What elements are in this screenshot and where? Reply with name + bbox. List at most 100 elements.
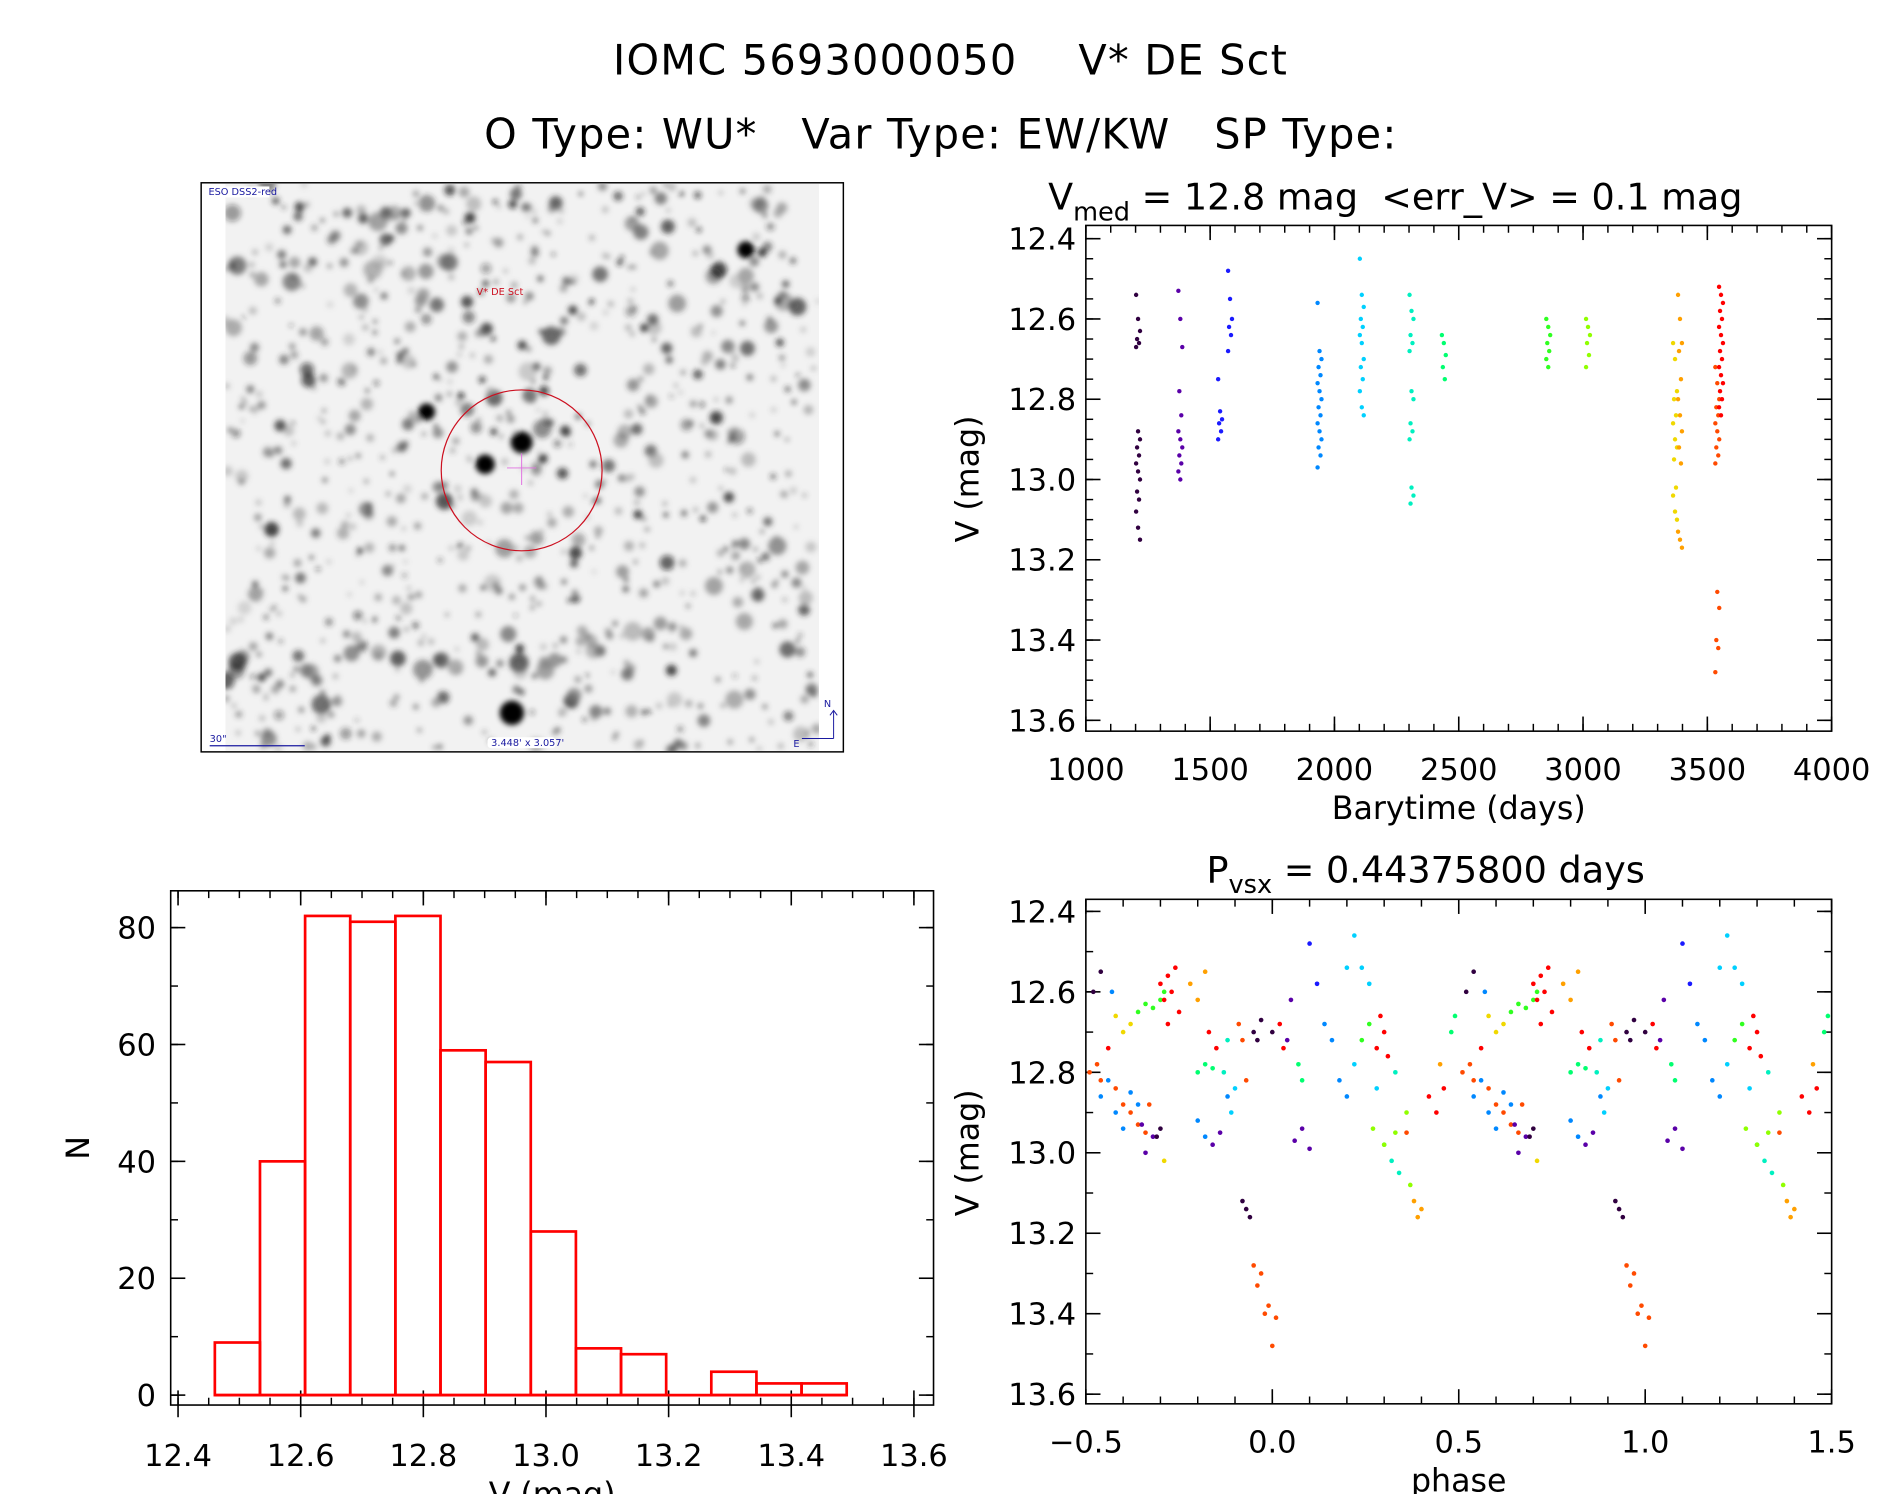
phase-data-point xyxy=(1128,1110,1133,1115)
sky-blob xyxy=(768,719,774,725)
phase-data-point xyxy=(1281,1045,1286,1051)
period-value: = 0.44375800 days xyxy=(1272,848,1645,891)
sky-blob xyxy=(641,192,645,196)
sky-blob xyxy=(774,292,793,311)
phase-data-point xyxy=(1724,933,1730,938)
phase-data-point xyxy=(1143,1001,1148,1007)
phase-data-point xyxy=(1161,989,1167,995)
histogram-bar xyxy=(800,1382,849,1397)
sky-blob xyxy=(735,612,753,630)
phase-data-point xyxy=(1765,1130,1771,1135)
lc-x-tick-label: 3000 xyxy=(1544,753,1622,788)
sky-blob xyxy=(794,646,806,658)
phase-data-point xyxy=(1613,1037,1618,1043)
sky-blob xyxy=(695,743,701,749)
sky-blob xyxy=(273,710,285,721)
sky-blob xyxy=(508,199,518,209)
sky-blob xyxy=(640,323,649,333)
sky-blob xyxy=(778,354,785,361)
sky-blob xyxy=(604,627,612,635)
phase-data-point xyxy=(1661,997,1667,1003)
lc-data-point xyxy=(1674,389,1680,394)
sky-blob xyxy=(559,316,569,325)
sky-blob xyxy=(500,625,517,643)
sky-blob xyxy=(475,637,490,652)
lc-data-point xyxy=(1133,461,1139,466)
phase-y-tick-label: 13.2 xyxy=(1008,1217,1076,1252)
hist-x-tick-label: 13.2 xyxy=(635,1439,703,1474)
bright-star xyxy=(475,454,495,475)
hist-x-tick-label: 13.0 xyxy=(512,1439,580,1474)
sky-blob xyxy=(751,588,765,602)
phase-data-point xyxy=(1609,1021,1614,1027)
sky-blob xyxy=(793,726,809,742)
sky-blob xyxy=(619,632,626,639)
sky-blob xyxy=(741,293,750,303)
sky-blob xyxy=(452,437,460,445)
phase-data-point xyxy=(1784,1198,1790,1204)
sky-blob xyxy=(749,737,755,743)
sky-blob xyxy=(623,474,632,483)
sky-blob xyxy=(336,526,350,540)
sky-blob xyxy=(681,509,687,515)
sky-blob xyxy=(711,331,716,335)
sky-blob xyxy=(228,652,247,671)
phase-y-tick-label: 13.4 xyxy=(1008,1298,1076,1333)
phase-data-point xyxy=(1109,989,1115,995)
sky-blob xyxy=(229,617,238,626)
sky-blob xyxy=(250,673,256,680)
sky-blob xyxy=(492,581,499,589)
sky-blob xyxy=(632,265,636,269)
lc-data-point xyxy=(1674,517,1680,522)
lc-data-point xyxy=(1679,429,1685,434)
phase-data-point xyxy=(1135,1122,1141,1127)
sky-blob xyxy=(783,711,794,722)
sky-blob xyxy=(685,699,693,708)
sky-blob xyxy=(506,293,516,303)
sky-blob xyxy=(614,507,623,515)
sky-blob xyxy=(407,410,418,421)
sky-blob xyxy=(388,543,397,552)
sky-blob xyxy=(482,730,487,735)
sky-blob xyxy=(770,473,777,480)
sky-blob xyxy=(663,512,669,518)
sky-blob xyxy=(396,351,405,360)
sky-blob xyxy=(225,267,228,271)
lc-data-point xyxy=(1178,477,1183,482)
sky-blob xyxy=(466,196,482,212)
sky-blob xyxy=(644,527,649,532)
lc-data-point xyxy=(1547,332,1553,338)
histogram-bar xyxy=(619,1352,668,1397)
sky-blob xyxy=(433,652,450,669)
phase-data-point xyxy=(1717,1094,1723,1099)
sky-blob xyxy=(746,375,751,380)
sky-blob xyxy=(399,443,404,449)
sky-blob xyxy=(274,419,287,432)
sky-blob xyxy=(401,418,415,431)
sky-blob xyxy=(777,742,784,750)
sky-blob xyxy=(612,620,618,627)
lc-data-point xyxy=(1583,364,1589,370)
sky-blob xyxy=(553,439,562,448)
sky-blob xyxy=(327,301,333,308)
phase-data-point xyxy=(1486,1086,1491,1091)
lc-data-point xyxy=(1133,509,1139,514)
lc-data-point xyxy=(1544,316,1549,322)
sky-blob xyxy=(725,690,744,709)
bright-star xyxy=(499,700,525,726)
sky-blob xyxy=(303,263,313,273)
sky-blob xyxy=(292,650,305,662)
lc-data-point xyxy=(1361,413,1366,418)
lc-data-point xyxy=(1670,340,1676,346)
sky-blob xyxy=(696,227,702,233)
sky-blob xyxy=(625,663,636,674)
phase-data-point xyxy=(1534,1158,1540,1164)
phase-data-point xyxy=(1478,1045,1484,1051)
sky-blob xyxy=(663,184,668,187)
sky-blob xyxy=(241,397,246,402)
sky-blob xyxy=(566,687,582,703)
phase-data-point xyxy=(1202,1061,1208,1067)
lc-data-point xyxy=(1411,397,1416,402)
sky-blob xyxy=(815,299,819,304)
sky-blob xyxy=(616,259,623,266)
